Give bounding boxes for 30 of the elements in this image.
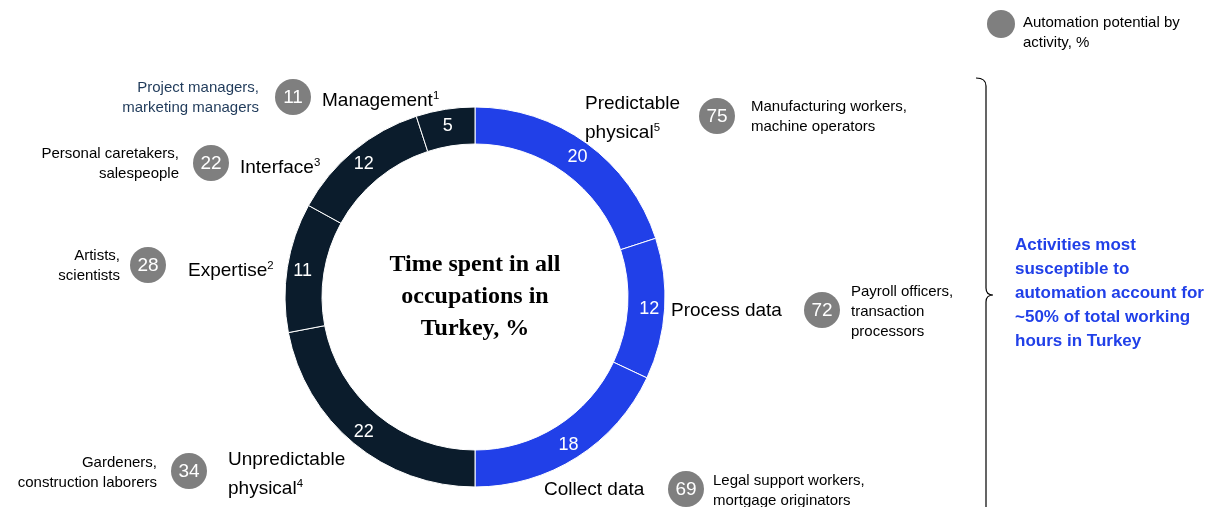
text: Payroll officers, transaction processors <box>851 281 955 341</box>
text: 69 <box>668 471 704 507</box>
slice-label: Predictable physical$^{5}$ <box>585 91 682 145</box>
data-label: 11 <box>293 259 312 280</box>
text: Gardeners, construction laborers <box>16 452 157 492</box>
text: Artists, scientists <box>57 245 120 285</box>
text: 75 <box>699 98 735 134</box>
text: Manufacturing workers, machine operators <box>751 96 908 136</box>
text: Activities most susceptible to automation account for ~50% of total working hours in Turkey <box>1015 234 1205 352</box>
text: Automation potential by activity, % <box>1023 12 1181 52</box>
data-label: 20 <box>567 145 588 166</box>
slice-label: Management$^{1}$ <box>322 88 441 113</box>
text: 28 <box>130 247 166 283</box>
text: Personal caretakers, salespeople <box>40 143 179 183</box>
text: 22 <box>193 145 229 181</box>
text: 72 <box>804 292 840 328</box>
slice-label: Expertise$^{2}$ <box>188 259 274 281</box>
data-label: 22 <box>353 421 374 442</box>
data-label: 18 <box>558 434 579 455</box>
data-label: 12 <box>353 152 374 173</box>
data-label: 5 <box>442 114 453 135</box>
slice-label: Unpredictable physical$^{4}$ <box>228 447 347 501</box>
slice-label: Collect data <box>544 477 646 501</box>
text: Project managers, marketing managers <box>121 77 259 117</box>
data-label: 12 <box>639 297 660 318</box>
text: Time spent in all occupations in Turkey, % <box>388 249 562 342</box>
text: 34 <box>171 453 207 489</box>
slice-label: Interface$^{3}$ <box>240 156 321 178</box>
slice-label: Process data <box>671 298 783 322</box>
text: 11 <box>275 79 311 115</box>
